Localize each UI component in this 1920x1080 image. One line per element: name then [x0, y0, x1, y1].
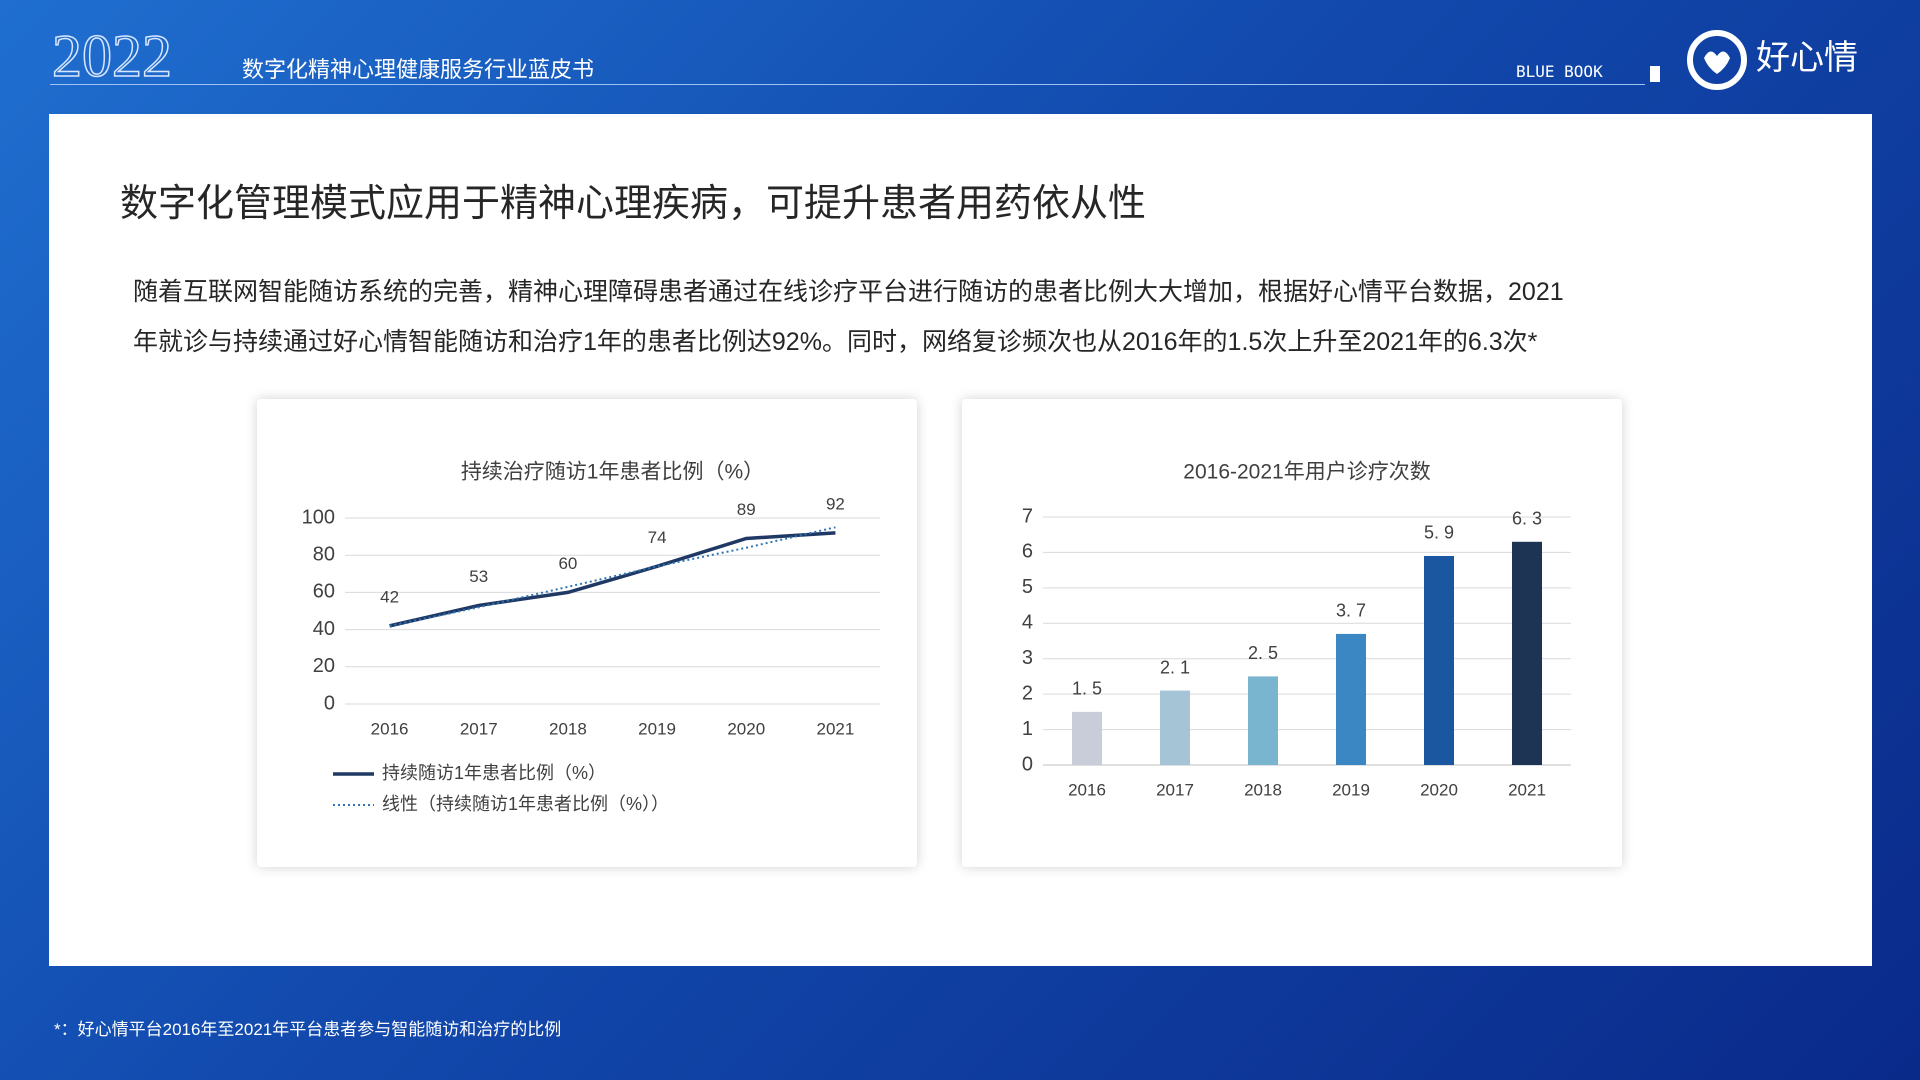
y-tick-label: 60: [313, 581, 335, 603]
paragraph-line: 年就诊与持续通过好心情智能随访和治疗1年的患者比例达92%。同时，网络复诊频次也…: [133, 328, 1538, 356]
y-tick-label: 1: [1022, 718, 1033, 740]
x-tick-label: 2020: [727, 719, 765, 738]
y-tick-label: 5: [1022, 576, 1033, 598]
data-label: 2. 5: [1248, 643, 1278, 663]
header-marker: [1650, 66, 1660, 82]
y-tick-label: 2: [1022, 682, 1033, 704]
data-label: 5. 9: [1424, 523, 1454, 543]
x-tick-label: 2021: [1508, 780, 1546, 799]
line-chart: 持续治疗随访1年患者比例（%） 0 20 40 60 80 100 2016 2017 2018 2…: [302, 461, 880, 814]
y-tick-label: 80: [313, 543, 335, 565]
x-tick-label: 2019: [638, 719, 676, 738]
bar: [1072, 711, 1102, 765]
bar-chart: 2016-2021年用户诊疗次数 0 1 2 3 4 5 6 7 2016 2017 2018 2019…: [1022, 461, 1571, 799]
bar: [1248, 676, 1278, 765]
legend-label: 线性（持续随访1年患者比例（%））: [382, 794, 669, 814]
data-label: 92: [826, 494, 845, 513]
x-tick-label: 2016: [371, 719, 409, 738]
bar: [1512, 541, 1542, 765]
x-tick-label: 2020: [1420, 780, 1458, 799]
y-tick-label: 20: [313, 655, 335, 677]
data-label: 89: [737, 500, 756, 519]
data-label: 60: [558, 554, 577, 573]
x-tick-label: 2019: [1332, 780, 1370, 799]
chart-title: 持续治疗随访1年患者比例（%）: [461, 461, 764, 484]
x-tick-label: 2017: [1156, 780, 1194, 799]
data-label: 6. 3: [1512, 509, 1542, 529]
x-tick-label: 2018: [549, 719, 587, 738]
header-tag: BLUE BOOK: [1516, 62, 1603, 81]
chart-card: 2016-2021年用户诊疗次数 0 1 2 3 4 5 6 7 2016 2017 2018 2019…: [962, 399, 1622, 867]
y-tick-label: 40: [313, 618, 335, 640]
bar: [1424, 555, 1454, 765]
data-label: 1. 5: [1072, 679, 1102, 699]
bar: [1336, 633, 1366, 765]
logo-text: 好心情: [1756, 39, 1858, 77]
slide-title: 数字化管理模式应用于精神心理疾病，可提升患者用药依从性: [120, 183, 1147, 225]
bar: [1160, 690, 1190, 765]
x-tick-label: 2017: [460, 719, 498, 738]
legend-label: 持续随访1年患者比例（%）: [382, 763, 606, 783]
y-tick-label: 100: [302, 506, 335, 528]
data-line: [389, 526, 836, 627]
y-tick-label: 3: [1022, 647, 1033, 669]
y-tick-label: 7: [1022, 505, 1033, 527]
x-tick-label: 2016: [1068, 780, 1106, 799]
x-tick-label: 2018: [1244, 780, 1282, 799]
y-tick-label: 0: [324, 692, 335, 714]
header-subtitle: 数字化精神心理健康服务行业蓝皮书: [242, 57, 595, 82]
data-label: 3. 7: [1336, 601, 1366, 621]
data-label: 53: [469, 567, 488, 586]
data-label: 74: [648, 528, 667, 547]
data-label: 2. 1: [1160, 657, 1190, 677]
header-year: 2022: [51, 22, 173, 90]
y-tick-label: 4: [1022, 612, 1033, 634]
data-label: 42: [380, 587, 399, 606]
chart-title: 2016-2021年用户诊疗次数: [1183, 461, 1430, 484]
logo-icon: [1687, 30, 1747, 90]
chart-card: 持续治疗随访1年患者比例（%） 0 20 40 60 80 100 2016 2017 2018 2…: [257, 399, 917, 867]
x-tick-label: 2021: [817, 719, 855, 738]
footnote: *：好心情平台2016年至2021年平台患者参与智能随访和治疗的比例: [54, 1020, 562, 1039]
header-rule: [50, 84, 1645, 85]
y-tick-label: 6: [1022, 541, 1033, 563]
y-tick-label: 0: [1022, 753, 1033, 775]
paragraph-line: 随着互联网智能随访系统的完善，精神心理障碍患者通过在线诊疗平台进行随访的患者比例…: [133, 278, 1564, 306]
data-line: [389, 531, 836, 628]
